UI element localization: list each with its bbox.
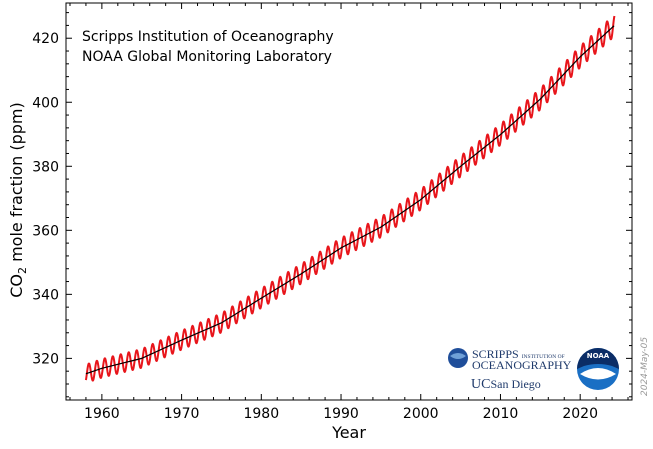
svg-text:NOAA: NOAA	[587, 352, 610, 360]
x-tick-label: 1980	[243, 406, 279, 422]
y-tick-label: 320	[32, 351, 59, 367]
ucsd-logo: UCSan Diego	[471, 377, 541, 392]
x-tick-label: 2000	[403, 406, 439, 422]
x-axis-title: Year	[331, 423, 366, 442]
x-tick-label: 1990	[323, 406, 359, 422]
annotation-noaa: NOAA Global Monitoring Laboratory	[82, 49, 332, 65]
y-axis-title-rest: mole fraction (ppm)	[7, 102, 26, 267]
svg-text:SCRIPPS INSTITUTION OF: SCRIPPS INSTITUTION OF	[472, 347, 565, 361]
series-layer	[84, 15, 616, 382]
noaa-gull-icon	[580, 368, 616, 380]
x-tick-label: 1960	[84, 406, 120, 422]
annotation-scripps: Scripps Institution of Oceanography	[82, 29, 334, 45]
plot-frame	[65, 2, 633, 401]
y-axis-title: CO2 mole fraction (ppm)	[7, 102, 29, 298]
date-stamp: 2024-May-05	[640, 337, 650, 396]
y-tick-label: 340	[32, 287, 59, 303]
axis-ticks	[66, 3, 632, 400]
y-axis-title-sub: 2	[16, 267, 29, 274]
y-tick-label: 400	[32, 95, 59, 111]
trend-co2-series	[85, 25, 615, 375]
svg-text:OCEANOGRAPHY: OCEANOGRAPHY	[472, 358, 572, 372]
x-tick-label: 2010	[483, 406, 519, 422]
y-tick-label: 360	[32, 223, 59, 239]
scripps-logo: SCRIPPS INSTITUTION OF OCEANOGRAPHY	[448, 347, 572, 372]
svg-text:UCSan Diego: UCSan Diego	[471, 377, 541, 392]
y-tick-label: 380	[32, 159, 59, 175]
tick-labels: 1960 1970 1980 1990 2000 2010 2020 320 340 360 380…	[32, 31, 598, 422]
x-tick-label: 1970	[164, 406, 200, 422]
x-tick-label: 2020	[562, 406, 598, 422]
y-axis-title-main: CO	[7, 274, 26, 298]
monthly-co2-series	[84, 15, 616, 382]
y-tick-label: 420	[32, 31, 59, 47]
noaa-logo: NOAA	[577, 348, 619, 390]
